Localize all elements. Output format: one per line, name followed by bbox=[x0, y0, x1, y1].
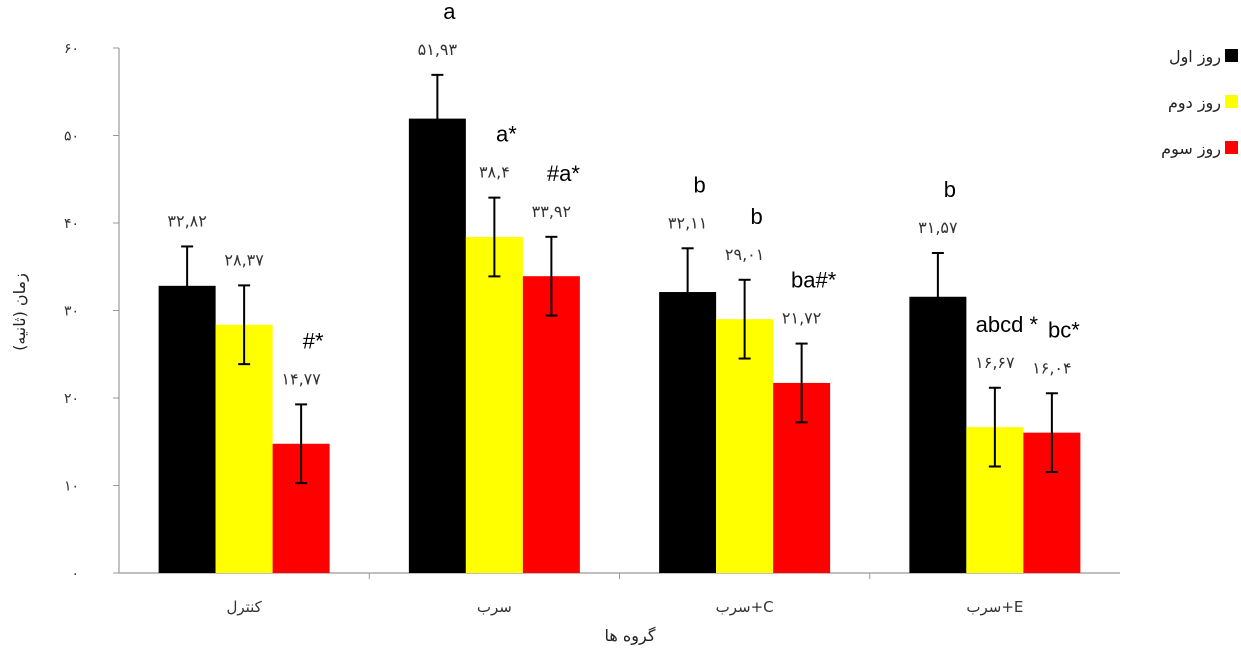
significance-label: b bbox=[694, 172, 706, 197]
significance-label: b bbox=[751, 204, 763, 229]
significance-label: ba#* bbox=[791, 268, 837, 293]
x-tick-label: سرب+C bbox=[716, 598, 774, 616]
legend-label: روز اول bbox=[1169, 47, 1221, 67]
data-label: ۳۳,۹۲ bbox=[532, 202, 571, 221]
bar bbox=[158, 285, 216, 573]
data-label: ۳۲,۱۱ bbox=[668, 213, 707, 232]
y-tick-label: ۳۰ bbox=[64, 304, 79, 320]
significance-label: a bbox=[443, 0, 456, 24]
y-tick-label: ۱۰ bbox=[64, 479, 79, 495]
bar bbox=[522, 276, 580, 573]
legend-swatch bbox=[1225, 49, 1238, 62]
significance-label: b bbox=[944, 177, 956, 202]
x-tick-label: سرب+E bbox=[966, 598, 1023, 616]
significance-label: #* bbox=[303, 328, 324, 353]
data-label: ۲۹,۰۱ bbox=[725, 245, 764, 264]
y-tick-label: ۶۰ bbox=[64, 41, 79, 57]
data-label: ۱۶,۰۴ bbox=[1032, 358, 1071, 377]
bar bbox=[465, 237, 523, 573]
data-label: ۱۴,۷۷ bbox=[281, 369, 321, 388]
x-tick-label: کنترل bbox=[226, 598, 262, 616]
significance-label: abcd * bbox=[976, 312, 1039, 337]
legend-swatch bbox=[1225, 95, 1238, 108]
significance-label: bc* bbox=[1048, 317, 1080, 342]
legend-label: روز دوم bbox=[1168, 93, 1221, 113]
bar bbox=[909, 296, 967, 573]
y-tick-label: ۵۰ bbox=[64, 129, 79, 145]
bar bbox=[408, 118, 466, 574]
x-tick-label: سرب bbox=[477, 598, 512, 616]
data-label: ۳۲,۸۲ bbox=[167, 211, 206, 230]
significance-label: #a* bbox=[547, 161, 580, 186]
data-label: ۲۸,۳۷ bbox=[224, 250, 264, 269]
y-tick-label: ۴۰ bbox=[64, 216, 79, 232]
bars bbox=[158, 73, 1081, 574]
data-label: ۳۸,۴ bbox=[479, 163, 510, 182]
bar bbox=[659, 292, 717, 573]
data-label: ۲۱,۷۲ bbox=[782, 309, 821, 328]
legend-swatch bbox=[1225, 141, 1238, 154]
data-label: ۳۱,۵۷ bbox=[918, 218, 958, 237]
bar bbox=[716, 319, 774, 573]
legend-label: روز سوم bbox=[1161, 139, 1221, 159]
significance-label: a* bbox=[496, 122, 517, 147]
y-tick-label: ۲۰ bbox=[64, 391, 79, 407]
x-axis-title: گروه ها bbox=[605, 626, 656, 646]
data-label: ۵۱,۹۳ bbox=[418, 40, 458, 59]
data-label: ۱۶,۶۷ bbox=[975, 353, 1015, 372]
legend: روز اول روز دوم روز سوم bbox=[1161, 47, 1238, 159]
data-labels: ۳۲,۸۲ ۵۱,۹۳ a ۳۲,۱۱ b ۳۱,۵۷ b ۲۸,۳۷ ۳۸,۴ a* ۲۹,۰۱ b… bbox=[167, 0, 1080, 388]
y-tick-label: ۰ bbox=[71, 566, 79, 582]
bar bbox=[215, 324, 273, 573]
y-axis-title: زمان (ثانیه) bbox=[10, 273, 30, 351]
